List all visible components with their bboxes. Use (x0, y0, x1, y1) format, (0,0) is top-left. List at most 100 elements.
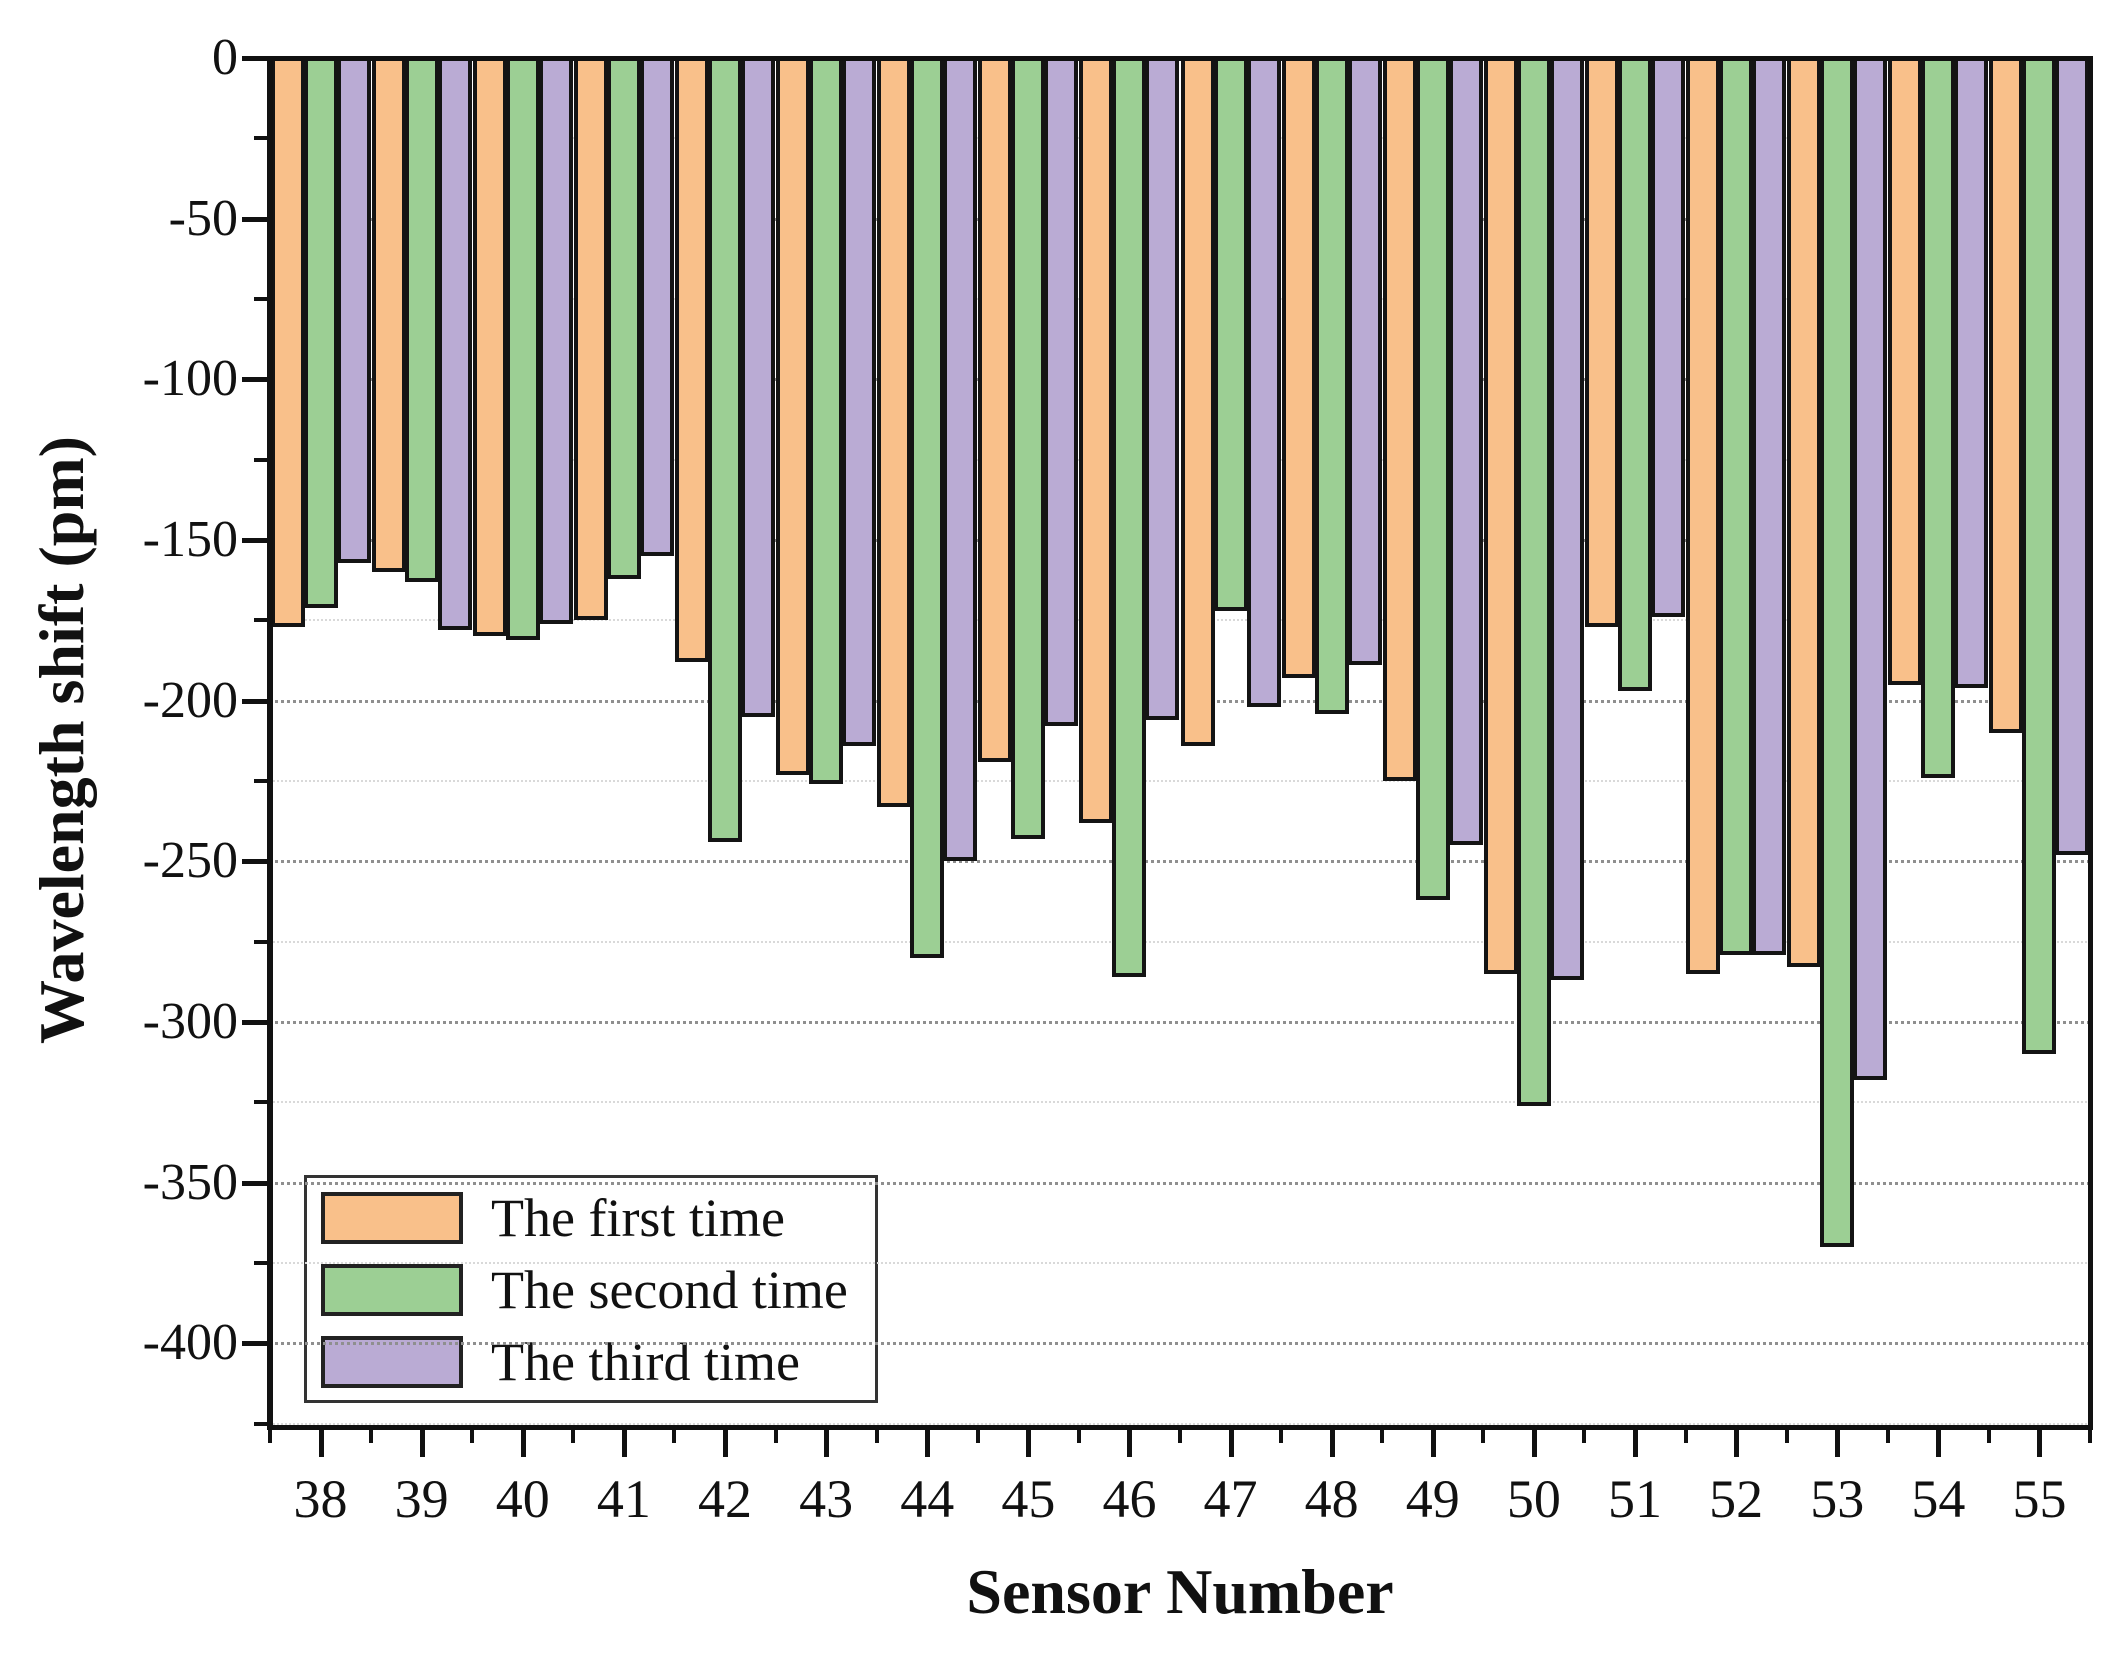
x-axis-minor-tick (571, 1427, 576, 1443)
bar-the-third-time-sensor-52 (1752, 58, 1787, 955)
bar-the-third-time-sensor-49 (1448, 58, 1483, 846)
y-axis-tick-label: -250 (142, 832, 238, 890)
bar-the-third-time-sensor-38 (336, 58, 371, 563)
y-major-gridline (270, 1342, 2090, 1346)
bar-the-second-time-sensor-53 (1820, 58, 1855, 1248)
x-axis-major-tick (1228, 1427, 1234, 1457)
x-axis-minor-tick (773, 1427, 778, 1443)
bar-the-third-time-sensor-55 (2055, 58, 2090, 855)
bar-the-third-time-sensor-39 (437, 58, 472, 631)
y-axis-minor-tick (254, 297, 270, 302)
y-minor-gridline (270, 619, 2090, 622)
bar-the-first-time-sensor-41 (573, 58, 608, 621)
y-axis-major-tick (242, 1020, 270, 1026)
bar-the-third-time-sensor-46 (1145, 58, 1180, 720)
y-axis-major-tick (242, 698, 270, 704)
y-axis-tick-label: -100 (142, 350, 238, 408)
x-axis-minor-tick (1178, 1427, 1182, 1443)
bar-the-first-time-sensor-42 (675, 58, 709, 663)
y-minor-gridline (270, 1422, 2090, 1425)
y-axis-tick-label: -50 (168, 189, 238, 247)
axis-spine-bottom (267, 1425, 2093, 1430)
y-axis-tick-label: -350 (142, 1153, 238, 1211)
x-axis-major-tick (621, 1427, 627, 1457)
bar-the-first-time-sensor-52 (1686, 58, 1721, 974)
x-axis-minor-tick (975, 1427, 980, 1443)
x-axis-major-tick (925, 1427, 931, 1457)
x-axis-minor-tick (470, 1427, 475, 1443)
bar-the-second-time-sensor-38 (303, 58, 338, 608)
y-axis-minor-tick (254, 457, 270, 462)
x-axis-tick-label: 51 (1608, 1469, 1662, 1529)
y-axis-major-tick (242, 1180, 270, 1186)
x-axis-tick-label: 42 (698, 1469, 752, 1529)
x-axis-tick-label: 50 (1506, 1469, 1561, 1529)
y-major-gridline (270, 378, 2090, 382)
x-axis-major-tick (1734, 1427, 1740, 1457)
bar-the-third-time-sensor-53 (1853, 58, 1888, 1080)
axis-spine-top (267, 56, 2093, 61)
legend-item: The first time (321, 1190, 785, 1246)
bar-the-first-time-sensor-48 (1281, 58, 1316, 679)
x-axis-tick-label: 55 (2012, 1469, 2067, 1529)
bar-the-third-time-sensor-51 (1651, 58, 1685, 618)
x-axis-major-tick (520, 1427, 526, 1457)
x-axis-tick-label: 52 (1709, 1469, 1764, 1529)
bar-the-third-time-sensor-48 (1347, 58, 1382, 666)
x-axis-minor-tick (1582, 1427, 1587, 1443)
x-axis-minor-tick (1683, 1427, 1688, 1443)
bar-the-first-time-sensor-46 (1079, 58, 1114, 823)
x-axis-tick-label: 53 (1810, 1469, 1865, 1529)
x-axis-tick-label: 44 (900, 1469, 955, 1529)
bar-the-second-time-sensor-49 (1415, 58, 1450, 900)
legend-label: The second time (491, 1260, 848, 1320)
x-axis-tick-label: 45 (1001, 1469, 1056, 1529)
x-axis-major-tick (723, 1427, 728, 1457)
x-axis-major-tick (1633, 1427, 1638, 1457)
y-axis-major-tick (242, 538, 270, 544)
bar-the-second-time-sensor-50 (1516, 58, 1551, 1106)
x-axis-minor-tick (672, 1427, 677, 1443)
x-axis-major-tick (419, 1427, 425, 1457)
y-axis-minor-tick (254, 618, 270, 623)
x-axis-minor-tick (1076, 1427, 1081, 1443)
bar-the-second-time-sensor-41 (606, 58, 641, 579)
bar-the-first-time-sensor-39 (371, 58, 406, 573)
y-major-gridline (270, 539, 2090, 543)
bar-the-second-time-sensor-54 (1921, 58, 1956, 778)
y-axis-tick-label: -150 (142, 511, 238, 569)
bar-the-first-time-sensor-53 (1787, 58, 1822, 968)
x-axis-tick-label: 39 (394, 1469, 449, 1529)
y-minor-gridline (270, 940, 2090, 943)
bar-the-first-time-sensor-43 (776, 58, 811, 775)
x-axis-major-tick (1329, 1427, 1335, 1457)
x-axis-tick-label: 54 (1911, 1469, 1966, 1529)
bar-the-first-time-sensor-45 (978, 58, 1013, 762)
x-axis-minor-tick (1279, 1427, 1284, 1443)
x-axis-major-tick (1026, 1427, 1032, 1457)
x-axis-major-tick (1936, 1427, 1942, 1457)
y-minor-gridline (270, 1262, 2090, 1265)
x-axis-title: Sensor Number (966, 1556, 1394, 1627)
y-major-gridline (270, 1021, 2090, 1025)
legend: The first time The second time The third… (304, 1175, 878, 1403)
y-major-gridline (270, 1181, 2090, 1185)
x-axis-minor-tick (874, 1427, 879, 1443)
y-axis-tick-label: 0 (212, 29, 238, 86)
y-axis-major-tick (242, 859, 270, 865)
x-axis-tick-label: 41 (596, 1469, 651, 1529)
bar-the-second-time-sensor-42 (708, 58, 742, 843)
x-axis-minor-tick (1986, 1427, 1991, 1443)
y-axis-minor-tick (254, 779, 270, 784)
x-axis-tick-label: 46 (1102, 1469, 1157, 1529)
bar-the-first-time-sensor-38 (270, 58, 305, 627)
bar-the-third-time-sensor-42 (741, 58, 775, 717)
x-axis-minor-tick (268, 1427, 272, 1443)
bar-the-first-time-sensor-51 (1585, 58, 1619, 627)
bar-the-third-time-sensor-41 (639, 58, 674, 557)
x-axis-major-tick (2037, 1427, 2043, 1457)
bar-the-first-time-sensor-49 (1382, 58, 1417, 782)
legend-item: The second time (321, 1262, 848, 1318)
bar-the-second-time-sensor-43 (809, 58, 844, 785)
